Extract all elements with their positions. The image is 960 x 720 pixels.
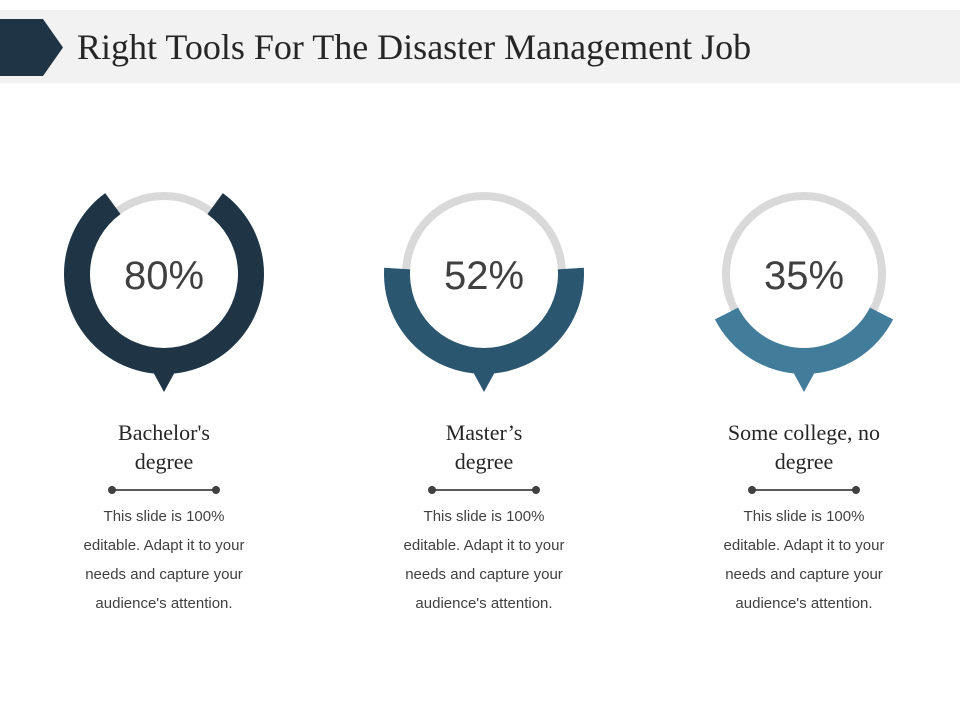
gauge-percent-label: 80% <box>124 254 204 298</box>
gauge-pointer-icon <box>472 370 496 392</box>
gauge-card-some-college: 35% Some college, no degree This slide i… <box>684 160 924 640</box>
divider-dot <box>748 486 756 494</box>
card-description: This slide is 100% editable. Adapt it to… <box>44 502 284 618</box>
description-line: editable. Adapt it to your <box>83 537 245 554</box>
divider-line <box>752 489 856 491</box>
card-label-line: degree <box>774 449 834 474</box>
description-line: This slide is 100% <box>743 508 865 525</box>
card-label: Some college, no degree <box>684 418 924 476</box>
description-line: needs and capture your <box>725 566 883 583</box>
description-line: editable. Adapt it to your <box>403 537 565 554</box>
card-label: Master’s degree <box>364 418 604 476</box>
gauge-arc <box>714 307 894 374</box>
description-line: audience's attention. <box>415 595 553 612</box>
divider <box>364 485 604 495</box>
divider-line <box>432 489 536 491</box>
description-line: needs and capture your <box>405 566 563 583</box>
gauge-card-masters: 52% Master’s degree This slide is 100% e… <box>364 160 604 640</box>
title-bar <box>0 10 960 83</box>
description-line: audience's attention. <box>735 595 873 612</box>
gauge-arc <box>64 193 264 374</box>
divider-dot <box>532 486 540 494</box>
gauge-card-bachelors: 80% Bachelor's degree This slide is 100%… <box>44 160 284 640</box>
page-title: Right Tools For The Disaster Management … <box>77 27 752 67</box>
divider <box>684 485 924 495</box>
description-line: editable. Adapt it to your <box>723 537 885 554</box>
divider-dot <box>852 486 860 494</box>
gauge-pointer-icon <box>152 370 176 392</box>
gauge-percent-label: 52% <box>444 254 524 298</box>
gauge-arc <box>384 267 584 374</box>
gauge-chart: 80% <box>64 192 264 392</box>
divider-dot <box>108 486 116 494</box>
gauge-chart: 35% <box>714 192 894 392</box>
card-label-line: degree <box>454 449 514 474</box>
divider <box>44 485 284 495</box>
card-description: This slide is 100% editable. Adapt it to… <box>684 502 924 618</box>
card-label-line: Master’s <box>445 420 523 445</box>
card-label-line: Some college, no <box>727 420 881 445</box>
description-line: This slide is 100% <box>423 508 545 525</box>
gauge-pointer-icon <box>792 370 816 392</box>
gauge-percent-label: 35% <box>764 254 844 298</box>
description-line: needs and capture your <box>85 566 243 583</box>
card-label: Bachelor's degree <box>44 418 284 476</box>
card-label-line: degree <box>134 449 194 474</box>
divider-dot <box>212 486 220 494</box>
card-label-line: Bachelor's <box>118 420 210 445</box>
divider-line <box>112 489 216 491</box>
card-description: This slide is 100% editable. Adapt it to… <box>364 502 604 618</box>
description-line: This slide is 100% <box>103 508 225 525</box>
gauge-chart: 52% <box>384 192 584 392</box>
divider-dot <box>428 486 436 494</box>
description-line: audience's attention. <box>95 595 233 612</box>
title-arrow-icon <box>0 19 63 76</box>
